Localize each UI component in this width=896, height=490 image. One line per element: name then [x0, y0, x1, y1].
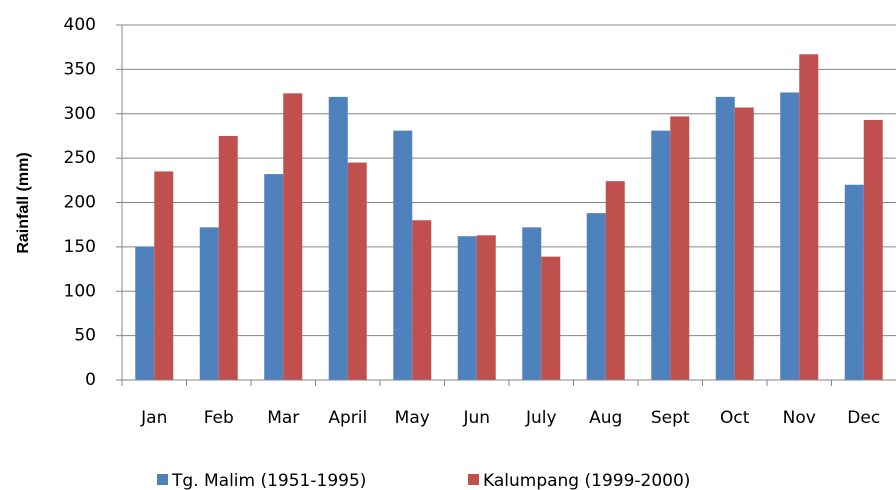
- bar: [199, 227, 219, 380]
- bar: [844, 184, 864, 380]
- y-tick-label: 150: [64, 237, 96, 257]
- legend-swatch: [468, 474, 479, 485]
- x-tick-label: Feb: [204, 408, 234, 428]
- bar: [457, 236, 477, 380]
- bar: [393, 130, 413, 380]
- bar: [863, 119, 883, 381]
- bar: [135, 246, 155, 380]
- bar: [154, 171, 174, 380]
- y-tick-label: 200: [64, 193, 96, 213]
- bar: [218, 135, 238, 380]
- legend-label: Tg. Malim (1951-1995): [171, 471, 366, 490]
- bar: [412, 220, 432, 380]
- x-tick-label: Nov: [783, 408, 816, 428]
- bar: [715, 96, 735, 380]
- x-tick-label: Dec: [847, 408, 880, 428]
- x-tick-label: Jun: [462, 408, 490, 428]
- x-tick-label: Sept: [651, 408, 690, 428]
- x-tick-label: Oct: [720, 408, 750, 428]
- y-tick-label: 50: [74, 326, 96, 346]
- bar: [734, 107, 754, 380]
- legend-swatch: [157, 474, 168, 485]
- bar: [586, 213, 606, 380]
- legend-label: Kalumpang (1999-2000): [483, 471, 690, 490]
- x-tick-label: Jan: [140, 408, 167, 428]
- bar: [264, 174, 284, 380]
- y-tick-label: 400: [64, 15, 96, 35]
- bar: [541, 256, 561, 380]
- x-tick-label: April: [328, 408, 367, 428]
- bar: [799, 54, 819, 380]
- x-tick-label: July: [525, 408, 557, 428]
- bar: [476, 235, 496, 380]
- bar: [522, 227, 542, 380]
- x-tick-label: May: [395, 408, 430, 428]
- bar: [283, 93, 303, 381]
- bar: [605, 181, 625, 380]
- y-axis-title: Rainfall (mm): [15, 152, 32, 253]
- y-tick-label: 250: [64, 148, 96, 168]
- bar: [347, 162, 367, 380]
- y-tick-label: 100: [64, 281, 96, 301]
- bar: [670, 116, 690, 380]
- bar: [651, 130, 671, 380]
- bar: [328, 96, 348, 380]
- x-tick-label: Mar: [267, 408, 299, 428]
- x-tick-label: Aug: [589, 408, 622, 428]
- y-tick-label: 300: [64, 104, 96, 124]
- bar: [780, 92, 800, 380]
- y-tick-label: 0: [85, 370, 96, 390]
- y-tick-label: 350: [64, 59, 96, 79]
